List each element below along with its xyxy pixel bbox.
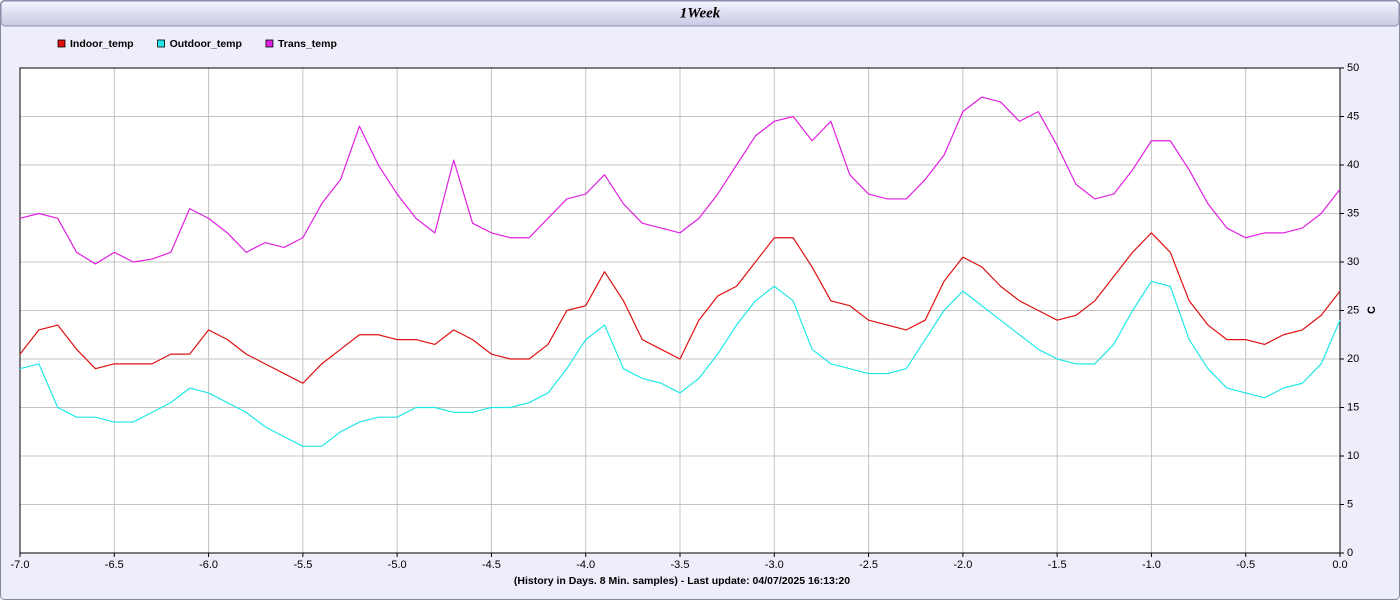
y-tick-label: 10: [1347, 450, 1359, 462]
y-tick-label: 45: [1347, 110, 1359, 122]
y-tick-label: 50: [1347, 62, 1359, 74]
title-bar: [0, 0, 1400, 27]
legend-label: Indoor_temp: [70, 38, 134, 50]
x-tick-label: -4.0: [576, 559, 595, 571]
legend-label: Trans_temp: [278, 38, 337, 50]
x-tick-label: -1.0: [1142, 559, 1161, 571]
y-tick-label: 40: [1347, 159, 1359, 171]
legend-swatch: [57, 39, 66, 48]
legend-swatch: [157, 39, 165, 48]
x-tick-label: -6.5: [105, 559, 124, 571]
x-tick-label: -0.5: [1236, 559, 1255, 571]
y-tick-label: 5: [1347, 498, 1353, 510]
y-tick-label: 25: [1347, 304, 1359, 316]
x-tick-label: -4.5: [482, 559, 501, 571]
x-tick-label: -2.0: [953, 559, 972, 571]
x-tick-label: -2.5: [859, 559, 878, 571]
y-tick-label: 30: [1347, 256, 1359, 268]
x-tick-label: -3.0: [765, 559, 784, 571]
x-axis-label: (History in Days. 8 Min. samples) - Last…: [514, 575, 850, 587]
legend-swatch: [265, 39, 274, 48]
x-tick-label: -5.5: [293, 559, 312, 571]
x-tick-label: -6.0: [199, 559, 218, 571]
chart-title: 1Week: [680, 5, 721, 21]
x-tick-label: -5.0: [388, 559, 407, 571]
x-tick-label: -7.0: [11, 559, 30, 571]
y-tick-label: 20: [1347, 353, 1359, 365]
y-tick-label: 15: [1347, 401, 1359, 413]
y-tick-label: 0: [1347, 547, 1353, 559]
x-tick-label: -1.5: [1048, 559, 1067, 571]
y-tick-label: 35: [1347, 207, 1359, 219]
y-axis-label: C: [1366, 306, 1378, 314]
x-tick-label: -3.5: [671, 559, 690, 571]
series-line: [19, 232, 1341, 384]
series-line: [19, 96, 1341, 265]
plot-border: [19, 67, 1341, 554]
legend-label: Outdoor_temp: [170, 38, 242, 50]
x-tick-label: 0.0: [1332, 559, 1347, 571]
series-line: [19, 280, 1341, 447]
